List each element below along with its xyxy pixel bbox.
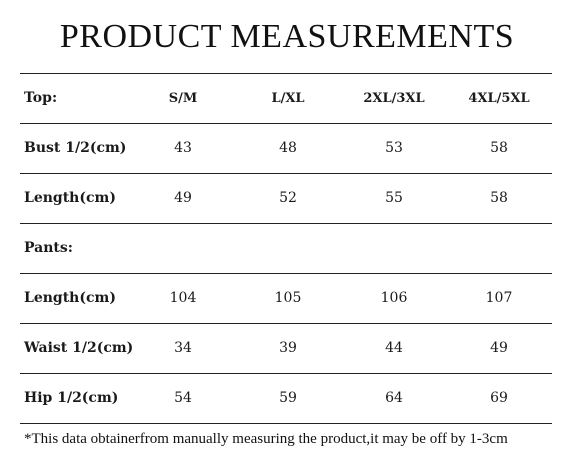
row-label: Pants: <box>24 240 73 256</box>
size-header-sm: S/M <box>168 91 198 106</box>
table-cell: 53 <box>385 140 403 156</box>
measurements-table: Top: S/M L/XL 2XL/3XL 4XL/5XL Bust 1/2(c… <box>20 73 552 424</box>
size-header-2xl3xl: 2XL/3XL <box>363 91 425 106</box>
table-cell: 105 <box>274 290 302 306</box>
table-row-top-header: Top: S/M L/XL 2XL/3XL 4XL/5XL <box>20 73 552 123</box>
page-title: PRODUCT MEASUREMENTS <box>59 18 515 55</box>
table-row-pants-header: Pants: <box>20 223 552 273</box>
table-cell: 39 <box>279 340 297 356</box>
table-cell: 34 <box>174 340 192 356</box>
table-cell: 52 <box>279 190 297 206</box>
row-label: Hip 1/2(cm) <box>24 390 119 406</box>
row-label: Bust 1/2(cm) <box>24 140 127 156</box>
table-row: Hip 1/2(cm) 54 59 64 69 <box>20 373 552 424</box>
table-row: Length(cm) 49 52 55 58 <box>20 173 552 223</box>
table-cell: 106 <box>380 290 408 306</box>
table-cell: 43 <box>174 140 192 156</box>
table-cell: 54 <box>174 390 192 406</box>
table-cell: 104 <box>169 290 197 306</box>
table-cell: 49 <box>174 190 192 206</box>
table-cell: 48 <box>279 140 297 156</box>
table-cell: 59 <box>279 390 297 406</box>
table-cell: 55 <box>385 190 403 206</box>
table-cell: 44 <box>385 340 403 356</box>
table-cell: 58 <box>490 140 508 156</box>
row-label: Length(cm) <box>24 290 116 306</box>
size-header-4xl5xl: 4XL/5XL <box>468 91 530 106</box>
table-row: Bust 1/2(cm) 43 48 53 58 <box>20 123 552 173</box>
table-row: Length(cm) 104 105 106 107 <box>20 273 552 323</box>
table-cell: 107 <box>485 290 513 306</box>
footnote: *This data obtainerfrom manually measuri… <box>24 431 508 447</box>
row-label: Top: <box>24 90 58 106</box>
table-cell: 69 <box>490 390 508 406</box>
table-cell: 58 <box>490 190 508 206</box>
table-row: Waist 1/2(cm) 34 39 44 49 <box>20 323 552 373</box>
table-cell: 64 <box>385 390 403 406</box>
row-label: Length(cm) <box>24 190 116 206</box>
table-cell: 49 <box>490 340 508 356</box>
row-label: Waist 1/2(cm) <box>24 340 134 356</box>
size-header-lxl: L/XL <box>271 91 305 106</box>
